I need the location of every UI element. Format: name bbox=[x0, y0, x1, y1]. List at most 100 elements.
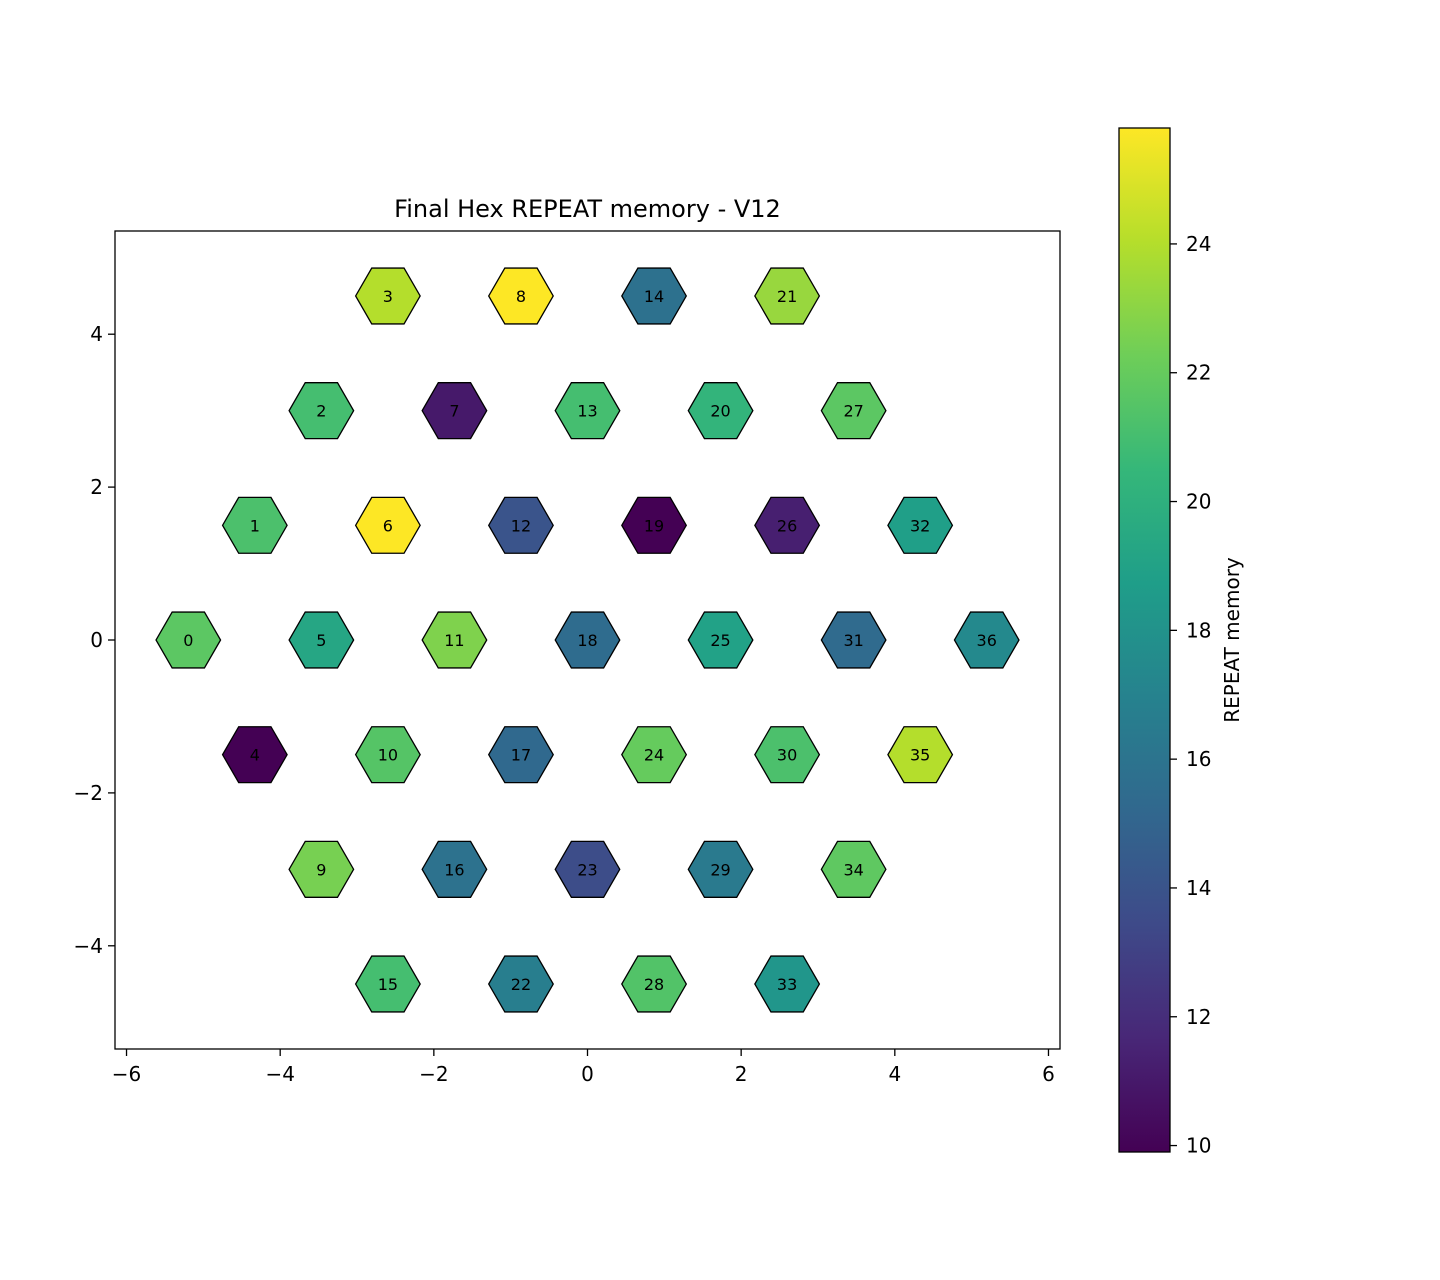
hex-label-27: 27 bbox=[843, 402, 863, 421]
hex-label-22: 22 bbox=[511, 975, 531, 994]
hex-label-3: 3 bbox=[383, 287, 393, 306]
hex-cell-19 bbox=[621, 496, 688, 554]
colorbar-frame bbox=[1118, 127, 1171, 1153]
hex-cell-15 bbox=[354, 955, 421, 1013]
hex-cell-34 bbox=[820, 840, 887, 898]
hex-label-2: 2 bbox=[316, 402, 326, 421]
colorbar-tick-label: 14 bbox=[1186, 876, 1211, 900]
hex-label-23: 23 bbox=[577, 860, 597, 879]
hex-cell-28 bbox=[621, 955, 688, 1013]
colorbar-tick-label: 22 bbox=[1186, 361, 1211, 385]
x-tick-label: 6 bbox=[1042, 1062, 1055, 1086]
x-tick-label: 2 bbox=[735, 1062, 748, 1086]
colorbar-tick-label: 16 bbox=[1186, 747, 1211, 771]
hex-label-7: 7 bbox=[449, 402, 459, 421]
hex-cell-33 bbox=[754, 955, 821, 1013]
x-axis: −6 −4 −2 0 2 4 6 bbox=[112, 1049, 1055, 1086]
x-tick-label: −6 bbox=[112, 1062, 141, 1086]
hex-label-32: 32 bbox=[910, 516, 930, 535]
hex-cell-3 bbox=[354, 267, 421, 325]
hex-label-6: 6 bbox=[383, 516, 393, 535]
hex-label-8: 8 bbox=[516, 287, 526, 306]
hex-cell-12 bbox=[487, 496, 554, 554]
hex-cell-10 bbox=[354, 726, 421, 784]
chart-title: Final Hex REPEAT memory - V12 bbox=[394, 195, 781, 223]
hex-label-35: 35 bbox=[910, 746, 930, 765]
hex-cell-2 bbox=[288, 382, 355, 440]
hex-cell-25 bbox=[687, 611, 754, 669]
hex-cell-36 bbox=[953, 611, 1020, 669]
hex-label-0: 0 bbox=[183, 631, 193, 650]
colorbar-tick-label: 18 bbox=[1186, 618, 1211, 642]
colorbar-ticks: 10 12 14 16 18 20 22 24 bbox=[1170, 232, 1211, 1158]
hex-cell-30 bbox=[754, 726, 821, 784]
hex-cell-20 bbox=[687, 382, 754, 440]
x-tick-label: −2 bbox=[419, 1062, 448, 1086]
hex-label-26: 26 bbox=[777, 516, 797, 535]
hex-cell-27 bbox=[820, 382, 887, 440]
hex-cell-0 bbox=[155, 611, 222, 669]
x-tick-label: 0 bbox=[581, 1062, 594, 1086]
colorbar-tick-label: 20 bbox=[1186, 490, 1211, 514]
hex-label-33: 33 bbox=[777, 975, 797, 994]
hex-label-20: 20 bbox=[710, 402, 730, 421]
x-tick-label: −4 bbox=[265, 1062, 294, 1086]
hex-cell-7 bbox=[421, 382, 488, 440]
hex-label-5: 5 bbox=[316, 631, 326, 650]
hex-label-19: 19 bbox=[644, 516, 664, 535]
hex-cell-23 bbox=[554, 840, 621, 898]
hex-label-28: 28 bbox=[644, 975, 664, 994]
hex-label-14: 14 bbox=[644, 287, 664, 306]
colorbar-label: REPEAT memory bbox=[1220, 557, 1244, 723]
x-tick-label: 4 bbox=[888, 1062, 901, 1086]
hex-label-9: 9 bbox=[316, 860, 326, 879]
hex-label-4: 4 bbox=[250, 746, 260, 765]
hex-label-21: 21 bbox=[777, 287, 797, 306]
hex-label-30: 30 bbox=[777, 746, 797, 765]
hex-label-25: 25 bbox=[710, 631, 730, 650]
hex-cell-31 bbox=[820, 611, 887, 669]
hex-cell-11 bbox=[421, 611, 488, 669]
hex-cell-18 bbox=[554, 611, 621, 669]
colorbar-tick-label: 10 bbox=[1186, 1134, 1211, 1158]
hex-cell-9 bbox=[288, 840, 355, 898]
hex-cell-24 bbox=[621, 726, 688, 784]
hex-label-31: 31 bbox=[843, 631, 863, 650]
hex-cell-14 bbox=[621, 267, 688, 325]
hex-cell-16 bbox=[421, 840, 488, 898]
hex-cell-29 bbox=[687, 840, 754, 898]
y-tick-label: 2 bbox=[90, 475, 103, 499]
hex-cell-6 bbox=[354, 496, 421, 554]
hex-cell-8 bbox=[487, 267, 554, 325]
hex-label-16: 16 bbox=[444, 860, 464, 879]
hex-cell-22 bbox=[487, 955, 554, 1013]
y-tick-label: −2 bbox=[74, 781, 103, 805]
hex-cell-17 bbox=[487, 726, 554, 784]
hex-label-11: 11 bbox=[444, 631, 464, 650]
hex-label-24: 24 bbox=[644, 746, 664, 765]
colorbar-tick-label: 24 bbox=[1186, 232, 1211, 256]
y-tick-label: 4 bbox=[90, 322, 103, 346]
hex-cell-1 bbox=[221, 496, 288, 554]
colorbar-gradient bbox=[1119, 128, 1170, 1152]
hex-cell-32 bbox=[887, 496, 954, 554]
y-axis: −4 −2 0 2 4 bbox=[74, 322, 115, 958]
colorbar: 10 12 14 16 18 20 22 24 REPEAT memory bbox=[1118, 127, 1244, 1158]
hex-cells-layer: 0123456789101112131415161718192021222324… bbox=[155, 267, 1020, 1013]
y-tick-label: −4 bbox=[74, 934, 103, 958]
colorbar-tick-label: 12 bbox=[1186, 1005, 1211, 1029]
hex-cell-5 bbox=[288, 611, 355, 669]
hex-label-10: 10 bbox=[378, 746, 398, 765]
hex-cell-35 bbox=[887, 726, 954, 784]
hex-label-13: 13 bbox=[577, 402, 597, 421]
hex-label-18: 18 bbox=[577, 631, 597, 650]
hex-cell-13 bbox=[554, 382, 621, 440]
hex-cell-4 bbox=[221, 726, 288, 784]
hex-label-29: 29 bbox=[710, 860, 730, 879]
hex-label-34: 34 bbox=[843, 860, 863, 879]
hex-label-17: 17 bbox=[511, 746, 531, 765]
hex-label-15: 15 bbox=[378, 975, 398, 994]
hex-cell-26 bbox=[754, 496, 821, 554]
y-tick-label: 0 bbox=[90, 628, 103, 652]
